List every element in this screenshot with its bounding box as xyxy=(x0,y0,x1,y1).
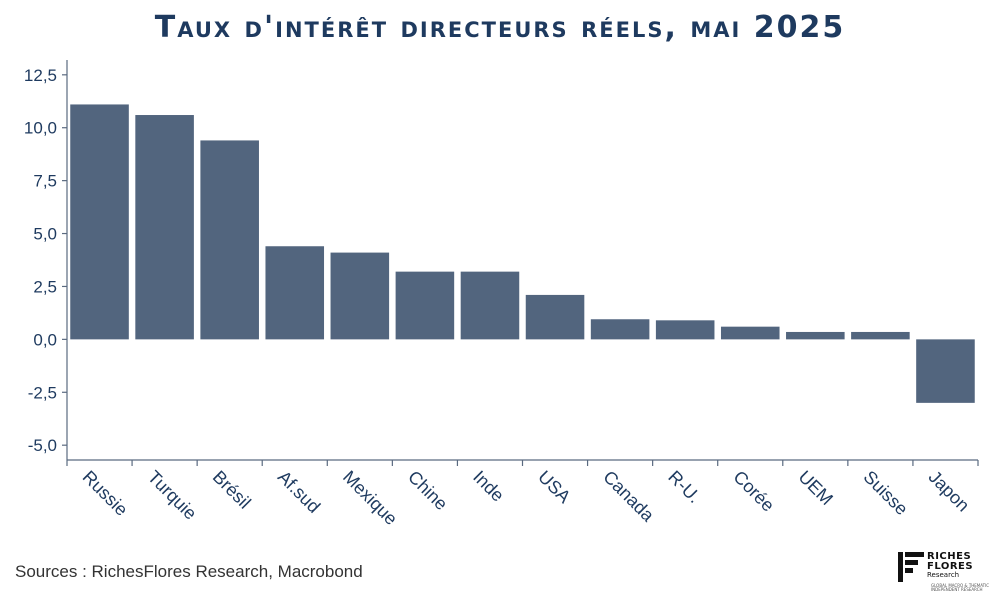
x-tick-label: UEM xyxy=(794,467,836,509)
bar-cor-e xyxy=(720,326,780,340)
bar-chine xyxy=(395,271,455,340)
x-tick-label: Inde xyxy=(469,467,508,506)
x-tick-label: Japon xyxy=(925,467,974,516)
bar-r-u- xyxy=(655,320,715,340)
x-tick-label: Mexique xyxy=(339,467,401,529)
logo-tagline: GLOBAL MACRO & THEMATIC INDEPENDENT RESE… xyxy=(931,583,990,593)
y-tick-label: 2,5 xyxy=(33,277,57,296)
bar-turquie xyxy=(135,115,194,340)
bar-usa xyxy=(525,294,585,340)
bar-br-sil xyxy=(200,140,259,340)
y-tick-label: 10,0 xyxy=(24,119,57,138)
y-tick-label: -2,5 xyxy=(28,383,57,402)
x-tick-label: Corée xyxy=(729,467,778,516)
x-tick-label: USA xyxy=(534,467,574,507)
x-tick-label: Brésil xyxy=(209,467,255,513)
y-tick-label: 7,5 xyxy=(33,172,57,191)
y-tick-label: 12,5 xyxy=(24,66,57,85)
y-tick-label: 5,0 xyxy=(33,225,57,244)
x-tick-label: R-U. xyxy=(664,467,704,507)
x-tick-label: Suisse xyxy=(860,467,912,519)
y-tick-label: 0,0 xyxy=(33,330,57,349)
bar-suisse xyxy=(851,331,910,340)
logo-line-3: Research xyxy=(927,571,960,579)
y-tick-label: -5,0 xyxy=(28,436,57,455)
bar-canada xyxy=(590,319,650,340)
bar-af-sud xyxy=(265,246,325,340)
bar-russie xyxy=(70,104,129,340)
x-tick-label: Chine xyxy=(404,467,451,514)
bar-japon xyxy=(916,339,975,403)
riches-flores-logo-icon xyxy=(898,552,924,582)
bar-uem xyxy=(786,331,845,340)
x-tick-label: Canada xyxy=(599,467,658,526)
bar-inde xyxy=(460,271,520,340)
x-tick-label: Af.sud xyxy=(274,467,324,517)
chart-title: Taux d'intérêt directeurs réels, mai 202… xyxy=(154,10,846,45)
logo-line-1: RICHES xyxy=(927,551,972,562)
source-note: Sources : RichesFlores Research, Macrobo… xyxy=(15,562,363,581)
riches-flores-logo: RICHES FLORES Research GLOBAL MACRO & TH… xyxy=(898,550,994,596)
x-tick-label: Russie xyxy=(79,467,132,520)
x-tick-label: Turquie xyxy=(144,467,201,524)
bar-mexique xyxy=(330,252,390,340)
logo-line-2: FLORES xyxy=(927,561,974,572)
